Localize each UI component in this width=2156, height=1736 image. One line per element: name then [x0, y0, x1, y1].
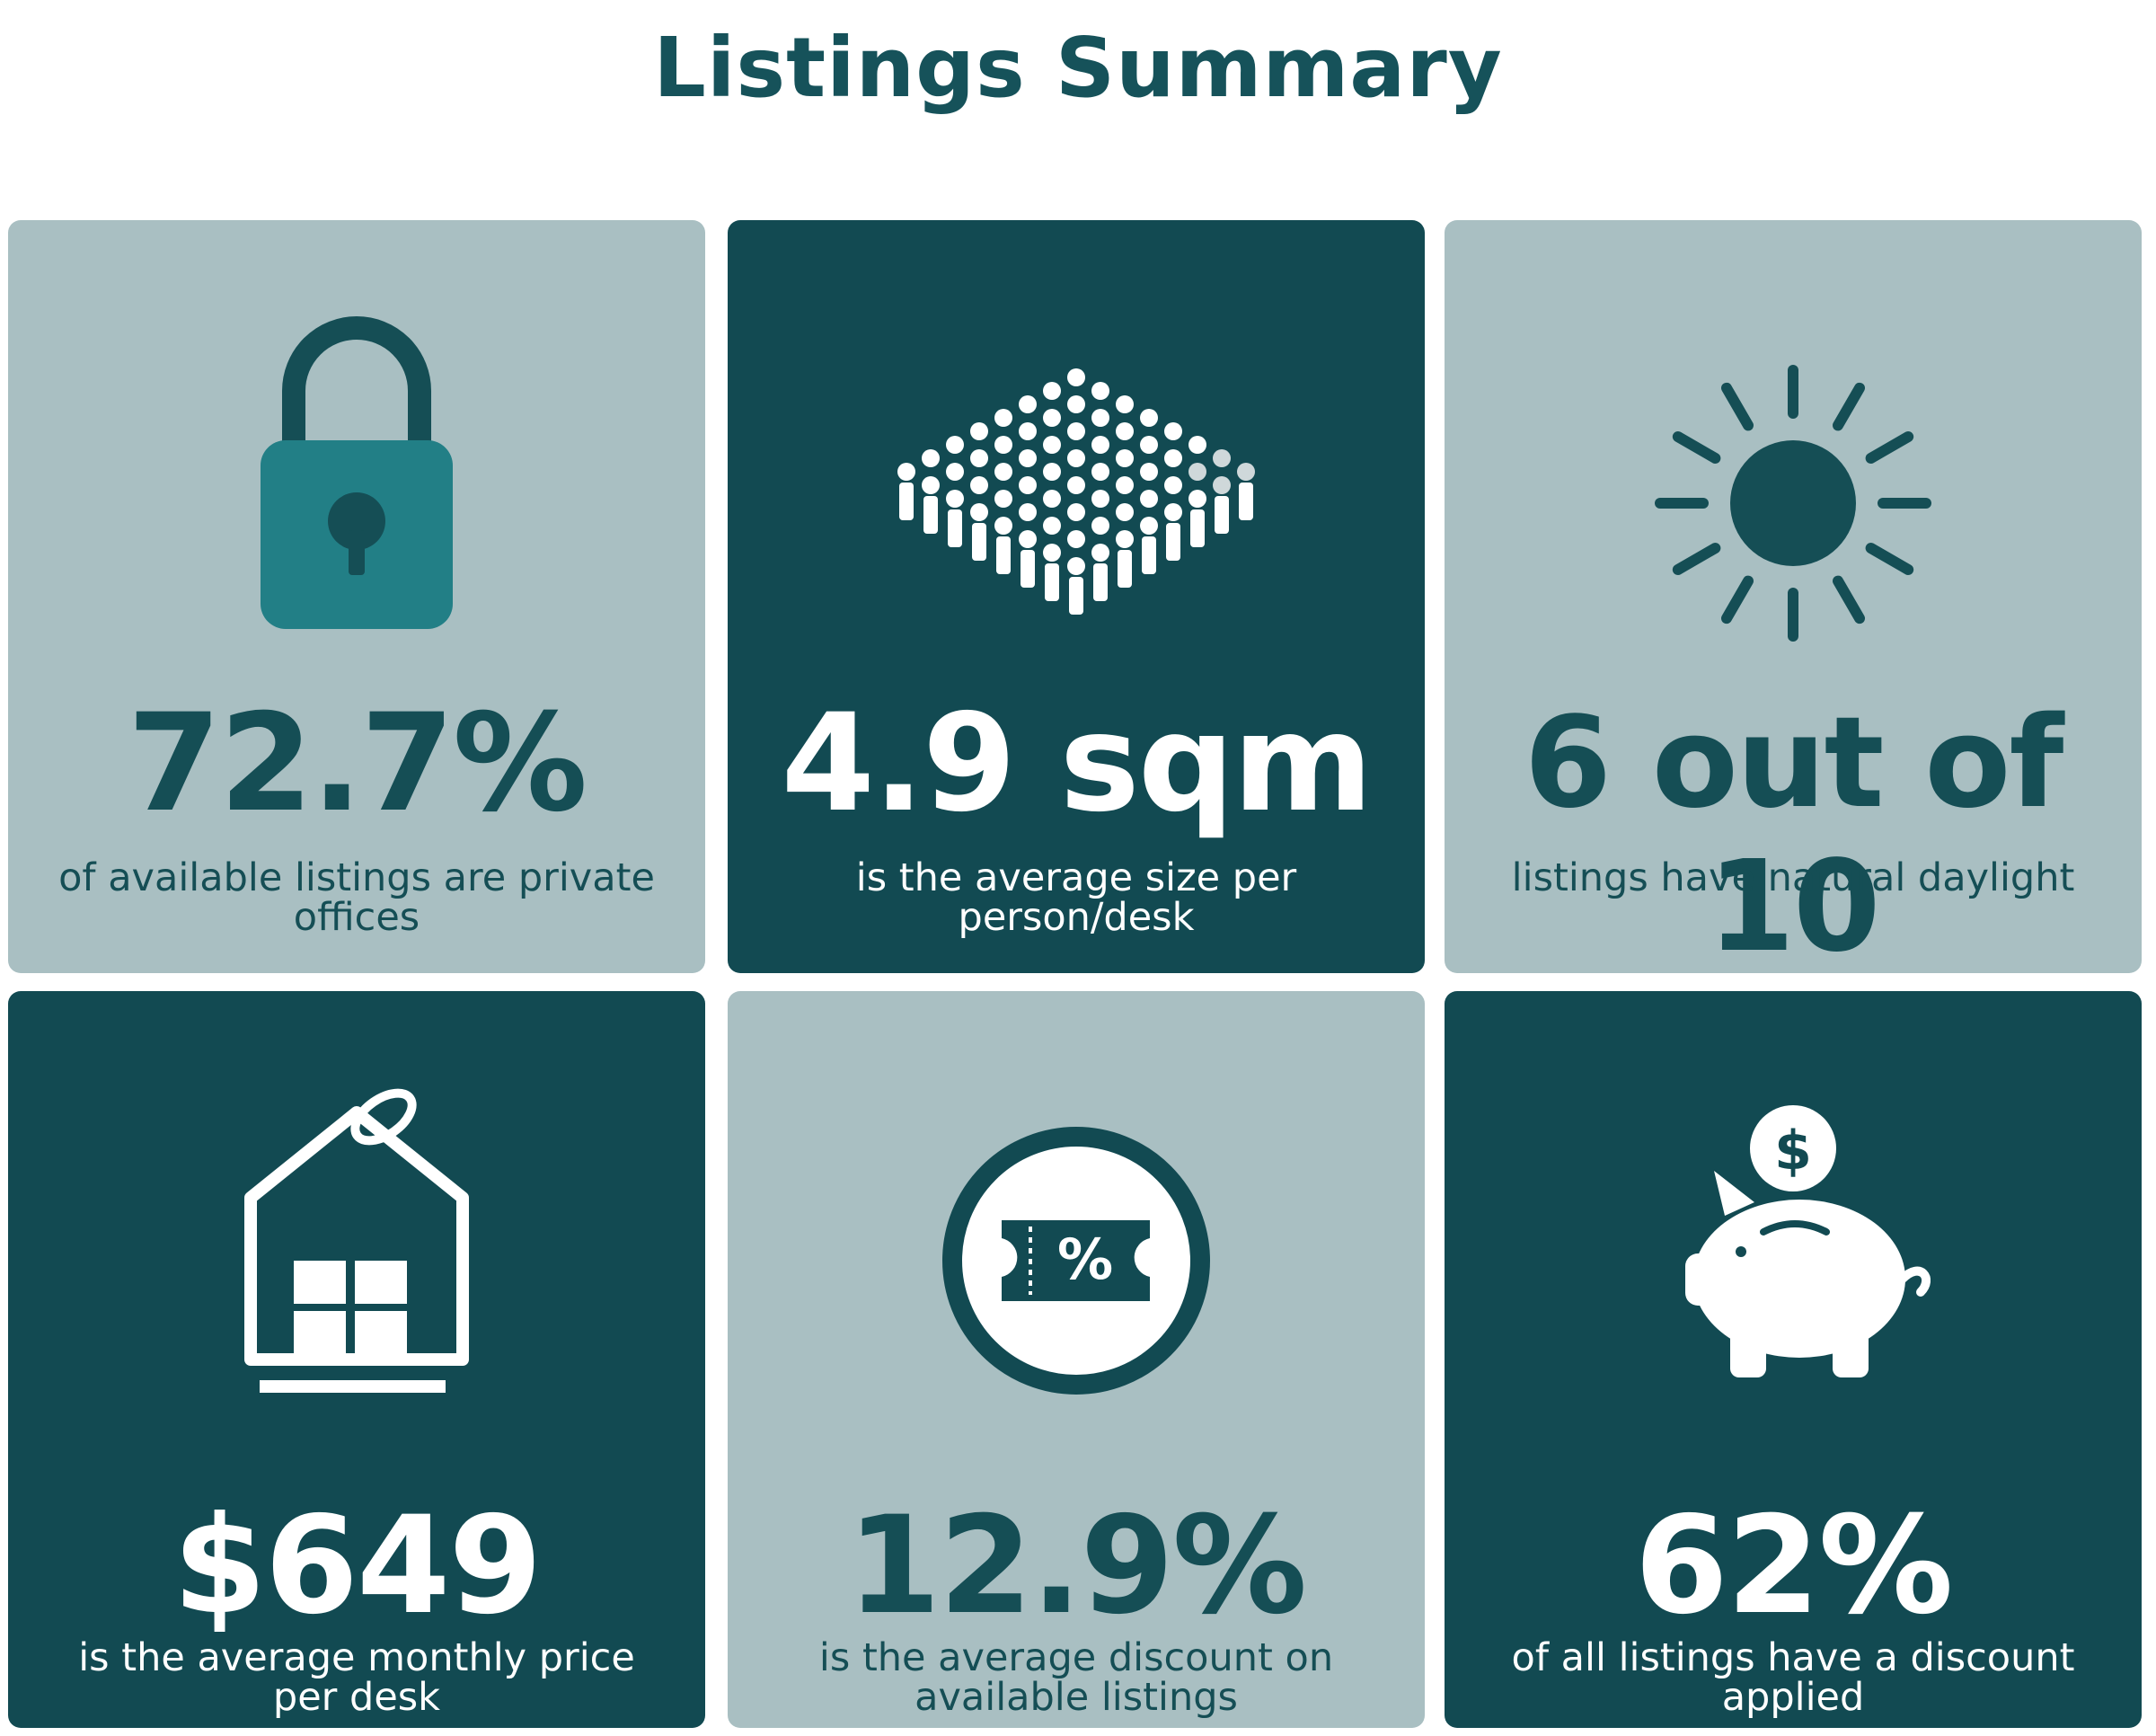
stat-card-average-discount: % 12.9% is the average discount on avail… [728, 991, 1425, 1728]
person-figure [1067, 422, 1085, 440]
person-figure [1140, 490, 1158, 508]
sun-icon [1445, 220, 2142, 723]
sun-ray [1672, 543, 1721, 575]
person-figure [1067, 449, 1085, 467]
person-figure [970, 449, 988, 467]
stat-description: is the average size per person/desk [855, 855, 1297, 940]
coin-dollar-icon: $ [1774, 1120, 1812, 1182]
person-figure [1043, 544, 1061, 601]
person-figure [1091, 490, 1109, 508]
person-figure [1237, 463, 1255, 520]
person-figure [1043, 382, 1061, 400]
person-figure [1019, 476, 1037, 494]
stat-value: $649 [172, 1488, 542, 1644]
person-figure [1019, 530, 1037, 588]
person-figure [970, 422, 988, 440]
person-figure [1019, 395, 1037, 413]
sun-ray [1865, 543, 1914, 575]
person-figure [922, 449, 940, 467]
person-figure [994, 409, 1012, 427]
stat-description: is the average discount on available lis… [818, 1635, 1334, 1720]
person-figure [1067, 395, 1085, 413]
person-figure [946, 436, 964, 454]
stat-description: is the average monthly price per desk [78, 1635, 635, 1720]
stat-card-private-offices: 72.7% of available listings are private … [8, 220, 705, 973]
person-figure [1116, 503, 1134, 521]
person-figure [1140, 409, 1158, 427]
sun-ray [1672, 431, 1721, 464]
person-figure [994, 436, 1012, 454]
person-figure [994, 490, 1012, 508]
sun-ray [1833, 382, 1865, 431]
person-figure [946, 463, 964, 481]
person-figure [1164, 422, 1182, 440]
person-figure [946, 490, 964, 547]
stat-value: 4.9 sqm [781, 686, 1374, 842]
person-figure [1188, 436, 1206, 454]
person-figure [1091, 517, 1109, 535]
person-figure [1164, 449, 1182, 467]
stat-description: of all listings have a discount applied [1511, 1635, 2075, 1720]
stat-value: 6 out of 10 [1524, 690, 2064, 974]
sun-ray [1865, 431, 1914, 464]
person-figure [1067, 503, 1085, 521]
person-figure [1067, 368, 1085, 386]
person-figure [1116, 395, 1134, 413]
person-figure [1067, 530, 1085, 548]
person-figure [1043, 517, 1061, 535]
person-figure [1164, 503, 1182, 561]
person-figure [1116, 476, 1134, 494]
person-figure [1043, 463, 1061, 481]
person-figure [1043, 409, 1061, 427]
person-figure [1164, 476, 1182, 494]
person-figure [897, 463, 915, 520]
person-figure [994, 463, 1012, 481]
stat-value: 62% [1634, 1488, 1953, 1644]
sun-ray [1721, 575, 1754, 624]
person-figure [1019, 503, 1037, 521]
person-figure [1091, 409, 1109, 427]
person-figure [1116, 530, 1134, 588]
piggy-bank-icon: $ [1445, 991, 2142, 1494]
person-figure [994, 517, 1012, 574]
person-figure [1043, 436, 1061, 454]
person-figure [1188, 490, 1206, 547]
person-figure [1043, 490, 1061, 508]
person-figure [1019, 449, 1037, 467]
person-figure [1116, 449, 1134, 467]
person-figure [1067, 557, 1085, 615]
person-figure [1213, 449, 1231, 467]
person-figure [922, 476, 940, 534]
person-figure [1188, 463, 1206, 481]
person-figure [1140, 463, 1158, 481]
stat-card-monthly-price: $649 is the average monthly price per de… [8, 991, 705, 1728]
person-figure [1091, 382, 1109, 400]
person-figure [1140, 517, 1158, 574]
stat-card-size-per-desk: 4.9 sqm is the average size per person/d… [728, 220, 1425, 973]
sun-ray [1721, 382, 1754, 431]
person-figure [1116, 422, 1134, 440]
stat-card-discount-applied: $ 62% of all listings have a discount ap… [1445, 991, 2142, 1728]
padlock-icon [8, 220, 705, 723]
person-figure [1213, 476, 1231, 534]
person-figure [1019, 422, 1037, 440]
person-figure [970, 503, 988, 561]
person-figure [1091, 463, 1109, 481]
page-title: Listings Summary [653, 20, 1503, 116]
crowd-icon [728, 220, 1425, 723]
person-figure [1091, 436, 1109, 454]
house-price-tag-icon [8, 991, 705, 1494]
person-figure [1067, 476, 1085, 494]
person-figure [1140, 436, 1158, 454]
stat-description: listings have natural daylight [1511, 855, 2075, 900]
ticket-percent-symbol: % [1057, 1227, 1113, 1292]
person-figure [1091, 544, 1109, 601]
stat-description: of available listings are private office… [58, 855, 655, 940]
stat-value: 12.9% [846, 1488, 1307, 1644]
person-figure [970, 476, 988, 494]
stat-value: 72.7% [127, 686, 588, 842]
stat-card-natural-daylight: 6 out of 10 listings have natural daylig… [1445, 220, 2142, 973]
discount-ticket-icon: % [728, 991, 1425, 1494]
sun-ray [1833, 575, 1865, 624]
